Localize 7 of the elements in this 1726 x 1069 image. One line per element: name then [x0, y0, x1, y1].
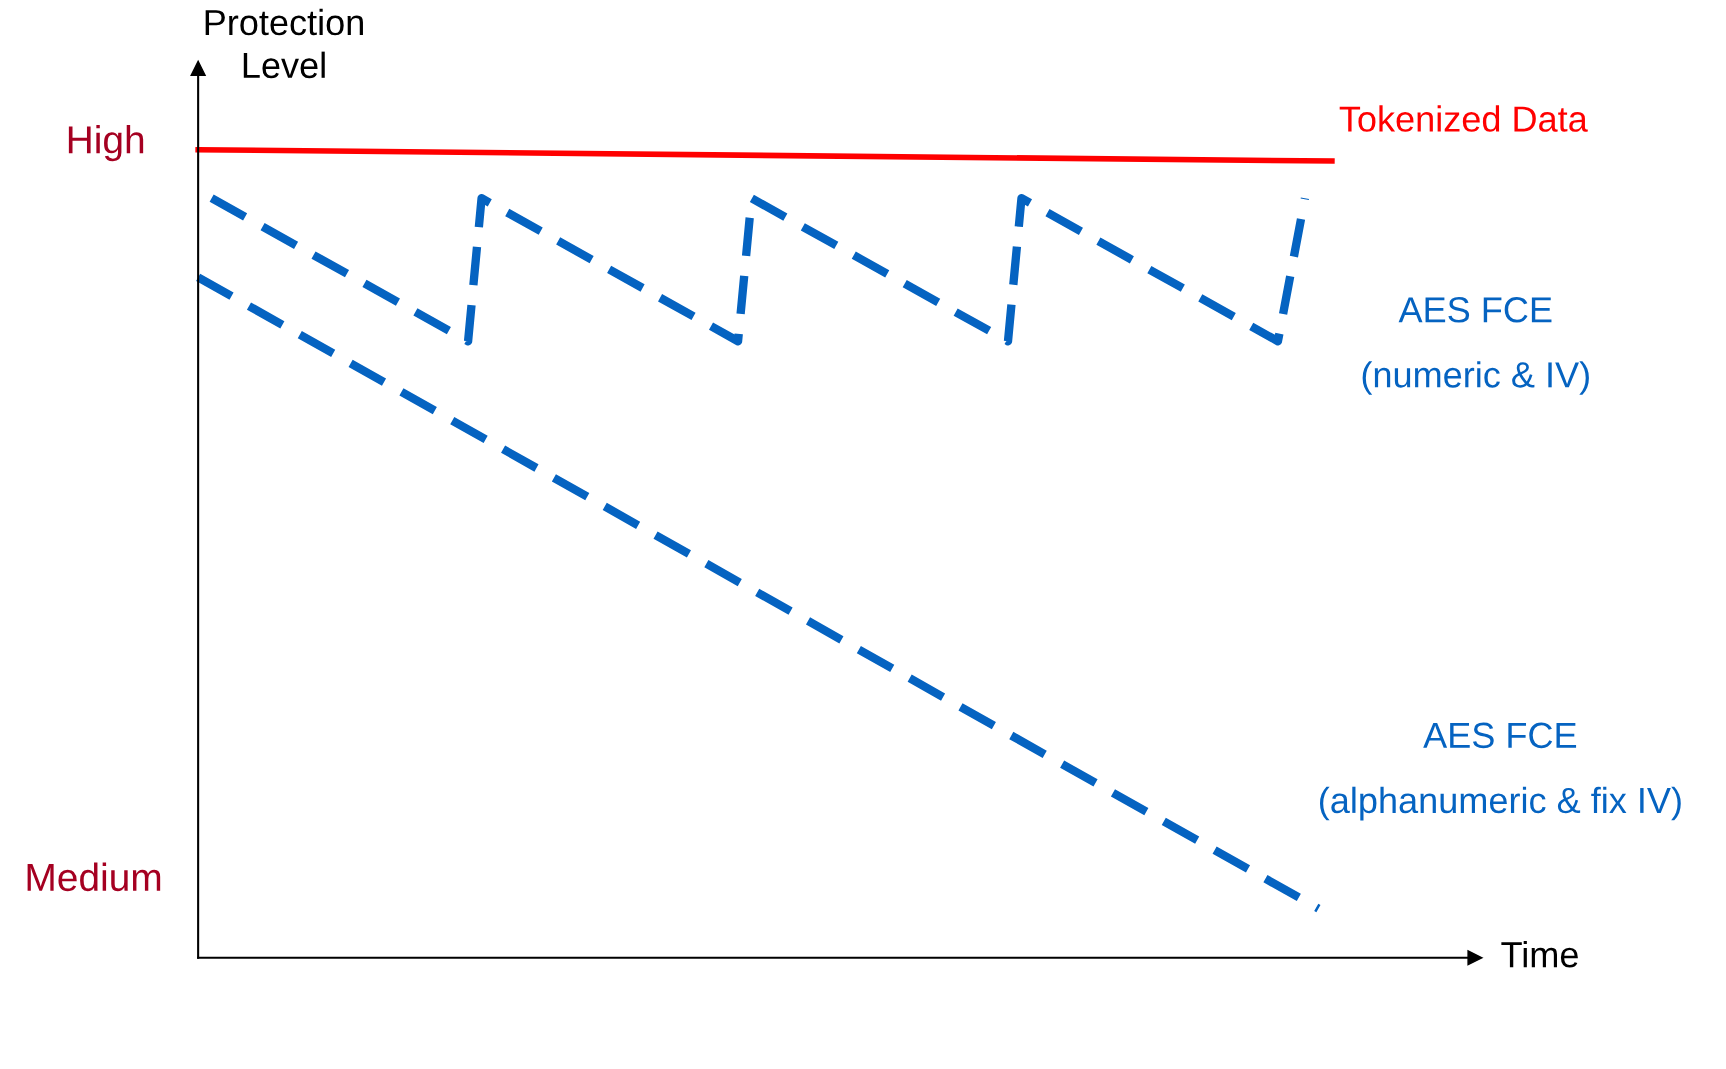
y-axis-title: Protection Level	[205, 8, 363, 79]
series-label: Tokenized Data	[1339, 105, 1588, 132]
text: High	[68, 124, 144, 162]
text: Medium	[27, 862, 161, 892]
x-axis-title: Time	[1501, 940, 1578, 968]
text: AES FCE (numeric & IV)	[1362, 297, 1589, 395]
text: AES FCE (alphanumeric & fix IV)	[1320, 722, 1681, 821]
